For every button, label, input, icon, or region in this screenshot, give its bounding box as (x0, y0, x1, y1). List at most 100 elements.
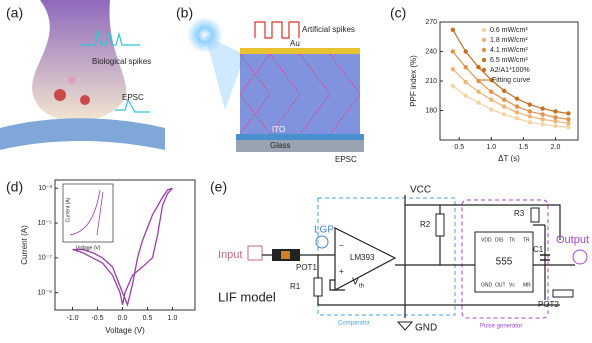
resistor (313, 277, 323, 297)
y-tick-label: 210 (425, 78, 437, 85)
annotation: Biological spikes (92, 57, 151, 66)
panel-e: (e) Input LGP VCC R1 R2 R3 POT1 POT2 LM3… (210, 179, 589, 334)
data-point (566, 111, 571, 116)
data-point (463, 49, 468, 54)
vesicle (54, 89, 66, 101)
ground (396, 321, 414, 331)
label: − (339, 241, 344, 250)
legend-label: A2/A1*100% (490, 67, 530, 74)
data-point (489, 77, 494, 83)
pin-label: DIS (495, 237, 504, 243)
y-tick-label: 10⁻⁹ (38, 289, 52, 296)
x-axis-label: ΔT (s) (498, 154, 520, 163)
data-point (514, 96, 520, 101)
inset-frame (62, 183, 114, 243)
device-core (281, 251, 290, 259)
legend-marker (481, 57, 487, 63)
data-point (501, 88, 507, 94)
au-layer (240, 48, 360, 54)
label: Comparator (338, 321, 370, 327)
data-point (450, 49, 456, 54)
data-point (476, 89, 481, 95)
label: C1 (533, 245, 544, 254)
label: Input (218, 249, 242, 261)
x-tick-label: 0.5 (454, 144, 464, 151)
data-point (489, 97, 494, 102)
resistor (552, 289, 574, 298)
data-point (553, 109, 558, 114)
label: Output (556, 234, 589, 246)
y-tick-label: 240 (425, 48, 437, 55)
data-point (489, 107, 494, 112)
data-point (514, 104, 520, 109)
data-point (514, 116, 520, 121)
label: R1 (290, 282, 301, 291)
data-point (566, 125, 571, 130)
legend-label: Fitting curve (492, 77, 530, 84)
inset-x-label: Voltage (V) (76, 245, 101, 251)
vesicle (80, 95, 90, 105)
annotation: ITO (272, 125, 285, 134)
label: VCC (410, 185, 431, 196)
data-point (553, 115, 558, 120)
comparator (334, 227, 397, 291)
legend-marker (481, 27, 487, 33)
label: POT1 (296, 263, 317, 272)
panel-label: (b) (176, 5, 193, 21)
panel-label: (d) (6, 179, 23, 195)
data-point (553, 119, 558, 124)
legend-marker (481, 47, 487, 53)
inset-curve (69, 189, 104, 236)
lgp-icon (315, 235, 329, 249)
label: R3 (514, 209, 525, 218)
chip-555 (474, 231, 534, 293)
pin-label: VDD (481, 237, 492, 243)
data-point (450, 83, 456, 89)
data-point (450, 27, 456, 33)
ito-layer (236, 134, 364, 140)
x-tick-label: 1.5 (519, 144, 529, 151)
data-point (527, 114, 533, 119)
data-point (540, 122, 545, 127)
pin-label: Vc (509, 282, 515, 288)
pulse-box (461, 199, 549, 319)
data-point (527, 109, 533, 114)
y-tick-label: 10⁻⁵ (38, 220, 52, 227)
label: V (352, 277, 359, 288)
pin-label: GND (481, 282, 493, 288)
panel-label: (c) (390, 5, 406, 21)
x-tick-label: -0.5 (91, 315, 103, 322)
y-tick-label: 10⁻⁷ (38, 255, 52, 262)
data-point (527, 102, 533, 107)
x-tick-label: 2.0 (551, 144, 561, 151)
data-point (540, 117, 545, 122)
x-tick-label: 1.0 (486, 144, 496, 151)
label: R2 (420, 220, 431, 229)
fit-curve (452, 29, 569, 115)
y-tick-label: 180 (425, 107, 437, 114)
annotation: Au (290, 39, 300, 48)
legend-label: 6.5 mW/cm² (490, 57, 528, 64)
pin-label: TR (523, 237, 530, 243)
data-point (450, 67, 456, 72)
data-point (476, 100, 481, 105)
data-point (527, 120, 533, 125)
iv-curve (72, 187, 173, 307)
pin-label: Th (509, 237, 515, 243)
y-tick-label: 10⁻³ (38, 185, 52, 192)
annotation: EPSC (122, 93, 144, 102)
input-icon (247, 245, 263, 261)
label: + (339, 267, 344, 276)
label: Pulse generator (480, 324, 522, 330)
panel-a: (a) Biological spikes EPSC (0, 0, 165, 150)
data-point (540, 106, 545, 111)
inset-y-label: Current (A) (65, 197, 71, 222)
legend-marker (481, 67, 487, 73)
data-point (463, 93, 468, 98)
data-point (501, 112, 507, 117)
wire (262, 195, 575, 318)
panel-label: (e) (210, 179, 227, 195)
data-point (476, 65, 481, 70)
legend-marker (481, 37, 487, 43)
annotation: Artificial spikes (302, 25, 355, 34)
